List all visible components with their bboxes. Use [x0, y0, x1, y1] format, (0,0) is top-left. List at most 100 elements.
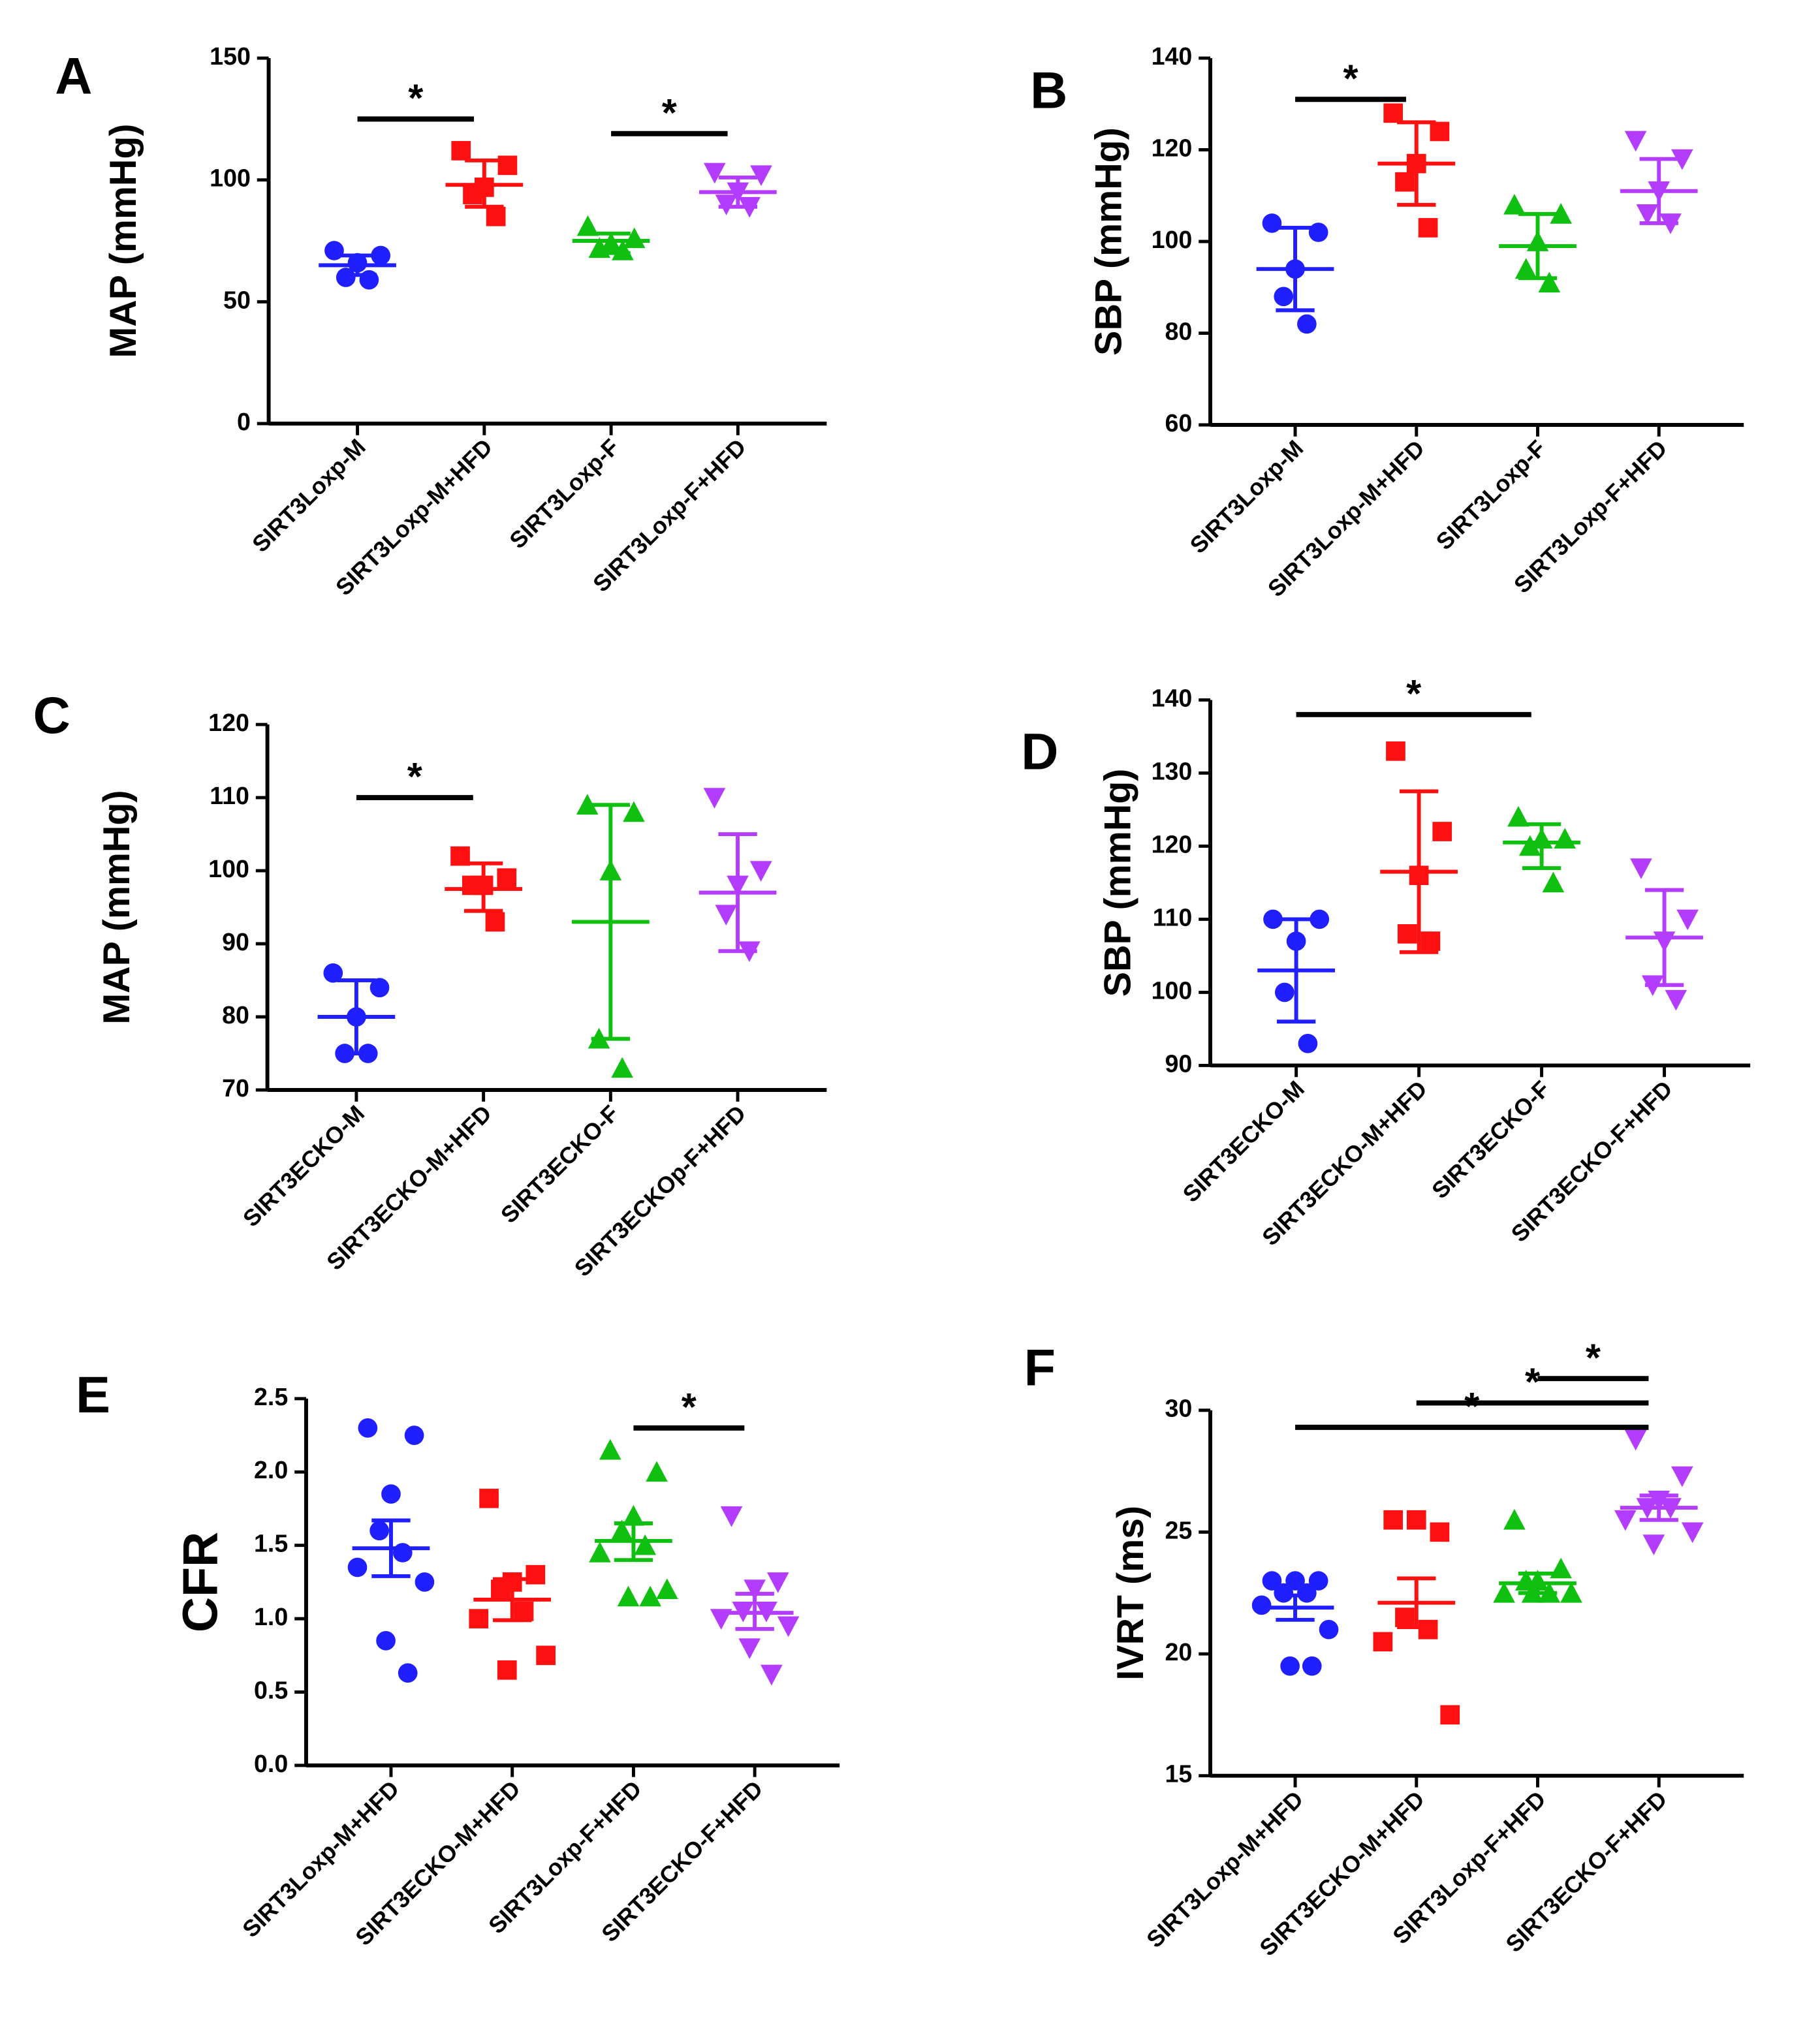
- data-point: [1373, 1632, 1393, 1652]
- y-tick-label: 120: [1152, 134, 1193, 161]
- data-point: [451, 141, 471, 161]
- x-tick-label: SIRT3ECKO-F: [495, 1100, 623, 1228]
- data-point: [491, 1579, 510, 1599]
- data-point: [599, 1438, 621, 1460]
- data-point: [750, 165, 772, 187]
- data-point: [536, 1645, 556, 1666]
- data-point: [1507, 805, 1530, 827]
- x-tick-label: SIRT3ECKO-F: [1427, 1076, 1555, 1204]
- data-point: [514, 1602, 534, 1621]
- data-point: [381, 1484, 401, 1504]
- y-tick-label: 90: [1165, 1050, 1193, 1077]
- y-tick-label: 110: [1153, 903, 1193, 931]
- y-tick-label: 0.0: [254, 1750, 288, 1777]
- y-tick-label: 110: [210, 782, 249, 809]
- data-point: [1386, 741, 1405, 761]
- data-point: [1676, 909, 1699, 931]
- y-axis-label: MAP (mmHg): [102, 123, 144, 358]
- data-point: [1542, 871, 1565, 893]
- data-point: [639, 1585, 661, 1607]
- data-point: [744, 1579, 766, 1600]
- y-axis-label: SBP (mmHg): [1088, 127, 1130, 356]
- panel-letter: F: [1024, 1338, 1056, 1396]
- x-tick-label: SIRT3ECKO-M: [1178, 1076, 1310, 1207]
- data-point: [497, 1660, 517, 1680]
- data-point: [738, 1638, 761, 1659]
- data-point: [589, 1542, 611, 1563]
- y-tick-label: 2.0: [254, 1456, 288, 1484]
- data-point: [761, 1664, 783, 1686]
- data-point: [485, 912, 505, 932]
- significance-label: *: [1586, 1335, 1601, 1379]
- y-axis-label: SBP (mmHg): [1097, 769, 1138, 997]
- data-point: [1440, 1705, 1460, 1725]
- data-point: [479, 1488, 499, 1508]
- data-point: [622, 1504, 645, 1526]
- data-point: [1406, 1510, 1426, 1530]
- panel: ECFR0.00.51.01.52.02.5SIRT3Loxp-M+HFDSIR…: [76, 1365, 840, 1951]
- x-tick-label: SIRT3Loxp-F: [505, 434, 625, 554]
- y-axis-label: CFR: [172, 1532, 227, 1633]
- data-point: [1503, 1508, 1526, 1530]
- x-tick-label: SIRT3Loxp-M: [1185, 435, 1308, 559]
- data-point: [1432, 822, 1452, 841]
- significance-label: *: [1406, 672, 1422, 715]
- y-axis-label: MAP (mmHg): [96, 790, 138, 1024]
- significance-label: *: [407, 754, 423, 798]
- panel-letter: E: [76, 1365, 110, 1423]
- data-point: [1308, 1571, 1328, 1591]
- data-point: [1302, 1656, 1322, 1676]
- y-tick-label: 120: [1152, 830, 1193, 858]
- data-point: [612, 240, 634, 260]
- data-point: [1630, 858, 1652, 879]
- data-point: [1274, 982, 1294, 1003]
- data-point: [1383, 1510, 1404, 1530]
- data-point: [1319, 1619, 1339, 1640]
- panel: D SBP (mmHg) 90 100 110 120 130 140 SIRT3ECKO-M S…: [1021, 672, 1751, 1251]
- data-point: [1665, 989, 1687, 1011]
- y-tick-label: 25: [1165, 1516, 1193, 1544]
- data-point: [1395, 1608, 1415, 1627]
- data-point: [404, 1425, 424, 1445]
- significance-label: *: [662, 91, 678, 134]
- data-point: [1493, 1581, 1515, 1603]
- significance-label: *: [408, 76, 424, 119]
- y-tick-label: 100: [1152, 976, 1193, 1004]
- data-point: [463, 185, 482, 204]
- y-tick-label: 130: [1152, 757, 1193, 785]
- data-point: [323, 963, 343, 983]
- data-point: [1614, 1510, 1637, 1531]
- y-tick-label: 100: [208, 855, 249, 882]
- y-tick-label: 0: [237, 408, 251, 435]
- data-point: [611, 1057, 633, 1078]
- y-tick-label: 20: [1165, 1638, 1193, 1666]
- data-point: [749, 861, 772, 882]
- data-point: [1430, 1522, 1450, 1542]
- data-point: [1274, 287, 1294, 307]
- significance-label: *: [1464, 1384, 1480, 1428]
- data-point: [1418, 218, 1438, 238]
- data-point: [392, 1543, 413, 1563]
- data-point: [1671, 149, 1693, 170]
- y-tick-label: 150: [210, 42, 251, 70]
- data-point: [1636, 204, 1659, 225]
- y-tick-label: 100: [210, 164, 251, 192]
- data-point: [623, 801, 645, 822]
- data-point: [720, 1506, 743, 1527]
- data-point: [1397, 924, 1417, 944]
- y-tick-label: 90: [222, 928, 249, 956]
- y-tick-label: 60: [1165, 409, 1193, 437]
- x-tick-label: SIRT3Loxp-F: [1431, 435, 1551, 555]
- data-point: [486, 206, 506, 226]
- y-tick-label: 1.0: [254, 1603, 288, 1630]
- data-point: [1251, 1595, 1272, 1615]
- data-point: [576, 215, 599, 236]
- data-point: [336, 268, 356, 287]
- data-point: [1550, 203, 1572, 224]
- data-point: [1554, 828, 1577, 849]
- significance-label: *: [682, 1385, 697, 1429]
- y-tick-label: 15: [1165, 1760, 1193, 1788]
- data-point: [1297, 1583, 1317, 1603]
